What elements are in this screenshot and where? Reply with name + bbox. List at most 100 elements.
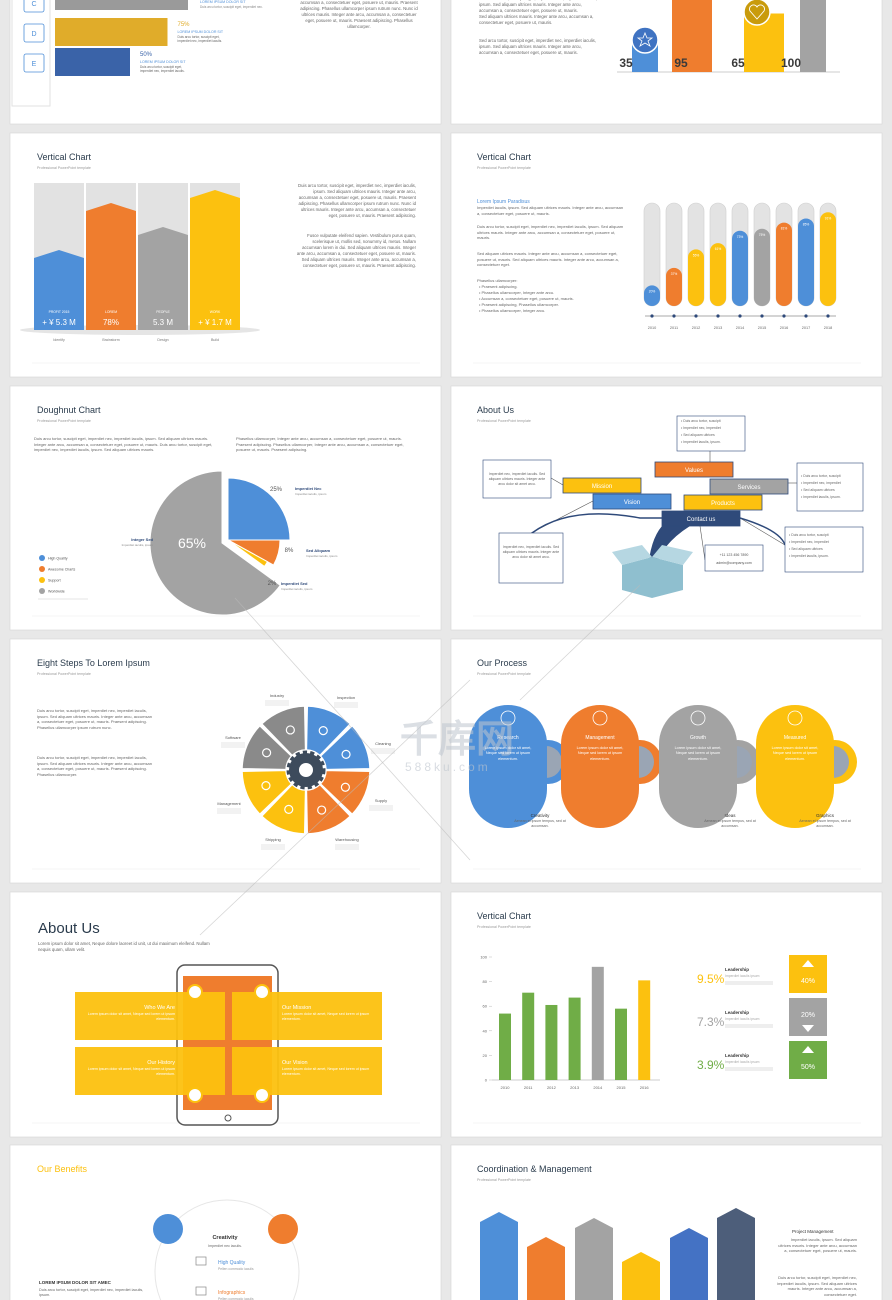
- bar: [800, 0, 826, 72]
- list-item: Sed aliquam ultrices: [681, 433, 745, 438]
- paragraph: accumsan a, consectetuer eget, posuere u…: [300, 0, 418, 30]
- wheel-segment: [260, 783, 307, 835]
- value-label: 73%: [737, 235, 744, 239]
- watermark-line: [199, 679, 471, 936]
- note-box: [482, 459, 552, 499]
- column-figure: + ¥ 5.3 M: [42, 318, 76, 327]
- list-item: Imperdiet nec, imperdiet: [681, 426, 745, 431]
- x-tick-label: 2013: [570, 1085, 580, 1090]
- slice-note: Imperdiet iaculis, ipsum: [306, 554, 338, 558]
- column-name: Design: [157, 338, 168, 342]
- year-label: 2017: [802, 326, 810, 330]
- segment-icon: [285, 725, 295, 735]
- wheel-segment: [319, 769, 371, 816]
- email: admin@company.com: [716, 561, 752, 565]
- column-shape: [34, 250, 84, 330]
- column-name: Build: [211, 338, 219, 342]
- slide-subtitle: Professional PowerPoint template: [37, 419, 91, 423]
- panel: [75, 1047, 225, 1095]
- bar-background: [55, 0, 188, 10]
- step-label: Supply: [375, 798, 387, 803]
- capsule-fill: [666, 267, 682, 306]
- value-label: 91%: [825, 216, 832, 220]
- list-item: Sed aliquam ultrices: [801, 488, 863, 493]
- slide-subtitle: Professional PowerPoint template: [477, 419, 531, 423]
- bar: [615, 1008, 627, 1080]
- capsule-ring: [787, 710, 803, 726]
- year-label: 2013: [714, 326, 722, 330]
- panel-title: Our Mission: [282, 1005, 311, 1011]
- slice-note: Imperdiet iaculis, ipsum: [295, 492, 327, 496]
- list-item: Praesent adipiscing.: [479, 284, 627, 290]
- capsule-fill: [798, 218, 814, 306]
- gear-hole: [299, 763, 313, 777]
- step-label: Industry: [270, 693, 284, 698]
- slide-subtitle: Professional PowerPoint template: [477, 1178, 531, 1182]
- panel-title: Who We Are: [144, 1005, 175, 1011]
- axis-dot: [672, 314, 676, 318]
- value-label: 25%: [270, 487, 283, 493]
- segment-icon: [284, 804, 294, 814]
- watermark-line: [234, 597, 471, 861]
- paragraph: Imperdiet iaculis, ipsum. Sed aliquam ul…: [477, 205, 624, 216]
- sidebar-card: [11, 0, 51, 107]
- legend-label: Support: [48, 579, 61, 583]
- bar-text: Duis arcu tortor, suscipit eget, imperdi…: [200, 5, 263, 9]
- slide-title: About Us: [38, 920, 100, 937]
- bar-title: LOREM IPSUM DOLOR SIT: [200, 0, 246, 4]
- bar: [638, 980, 651, 1080]
- axis-dot: [804, 314, 808, 318]
- arrow-column: [622, 1252, 660, 1300]
- stat-figure: 7.3%: [697, 1015, 725, 1029]
- connector-curve: [531, 513, 662, 534]
- segment-icon: [341, 749, 351, 759]
- value-label: 65: [731, 56, 745, 70]
- y-tick-label: 60: [483, 1004, 488, 1009]
- legend-dot: [39, 555, 45, 561]
- value-label: 65%: [178, 535, 206, 551]
- letter-box: [23, 0, 45, 13]
- slide-subtitle: Professional PowerPoint template: [477, 672, 531, 676]
- diagram-box: [709, 478, 789, 495]
- capsule-fill: [732, 230, 748, 306]
- legend-dot: [39, 566, 45, 572]
- step-note: [261, 844, 285, 850]
- diagram-box: [661, 510, 741, 527]
- legend-dot: [39, 588, 45, 594]
- box-icon: [622, 557, 683, 598]
- box-label: Contact us: [687, 517, 716, 523]
- change-label: 20%: [801, 1012, 815, 1019]
- step-note: [334, 702, 358, 708]
- benefit-title: Creativity: [212, 1235, 238, 1241]
- column-figure: 78%: [103, 318, 119, 327]
- step-text: Lorem ipsum dolor sit amet, Neque sed lo…: [674, 746, 722, 761]
- year-label: 2012: [692, 326, 700, 330]
- year-label: 2018: [824, 326, 832, 330]
- bar-text: Duis arcu tortor, suscipit eget, imperdi…: [177, 35, 223, 44]
- legend-dot: [39, 577, 45, 583]
- capsule-fill: [776, 222, 792, 306]
- pie-slice: [227, 477, 291, 541]
- axis-dot: [782, 314, 786, 318]
- axis-dot: [716, 314, 720, 318]
- outcome-name: Ideas: [724, 813, 736, 818]
- panel-dot: [254, 1087, 270, 1103]
- value-label: 50%: [140, 52, 153, 58]
- value-label: 81%: [781, 227, 788, 231]
- step-name: Research: [497, 735, 519, 741]
- bar: [591, 966, 604, 1080]
- step-label: Management: [217, 801, 241, 806]
- slice-name: Integer Sed: [131, 537, 153, 542]
- capsule-fill: [688, 249, 704, 306]
- pie-slice: [227, 539, 281, 566]
- step-name: Growth: [690, 735, 706, 741]
- panel-title: Our Vision: [282, 1060, 308, 1066]
- value-label: 75%: [178, 22, 191, 28]
- step-note: [265, 700, 289, 706]
- arrow-column: [480, 1212, 518, 1300]
- paragraph: Duis arcu tortor, suscipit eget, imperdi…: [477, 224, 624, 241]
- arrow-column: [527, 1237, 565, 1300]
- paragraph: Sed aliquam ultrices mauris. Integer ant…: [479, 14, 594, 26]
- item-name: High Quality: [218, 1260, 246, 1266]
